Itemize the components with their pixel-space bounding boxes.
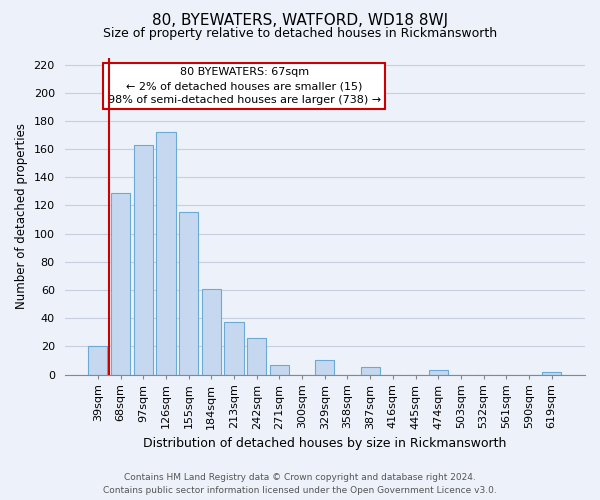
Bar [202,288,221,374]
Bar [88,346,107,374]
Bar [179,212,198,374]
Bar [428,370,448,374]
X-axis label: Distribution of detached houses by size in Rickmansworth: Distribution of detached houses by size … [143,437,506,450]
Bar [361,368,380,374]
Bar [270,364,289,374]
Text: Contains HM Land Registry data © Crown copyright and database right 2024.
Contai: Contains HM Land Registry data © Crown c… [103,473,497,495]
Bar [111,193,130,374]
Text: Size of property relative to detached houses in Rickmansworth: Size of property relative to detached ho… [103,28,497,40]
Bar [247,338,266,374]
Bar [315,360,334,374]
Text: 80, BYEWATERS, WATFORD, WD18 8WJ: 80, BYEWATERS, WATFORD, WD18 8WJ [152,12,448,28]
Y-axis label: Number of detached properties: Number of detached properties [15,123,28,309]
Bar [156,132,176,374]
Bar [134,145,153,374]
Bar [542,372,562,374]
Text: 80 BYEWATERS: 67sqm
← 2% of detached houses are smaller (15)
98% of semi-detache: 80 BYEWATERS: 67sqm ← 2% of detached hou… [107,67,380,105]
Bar [224,322,244,374]
